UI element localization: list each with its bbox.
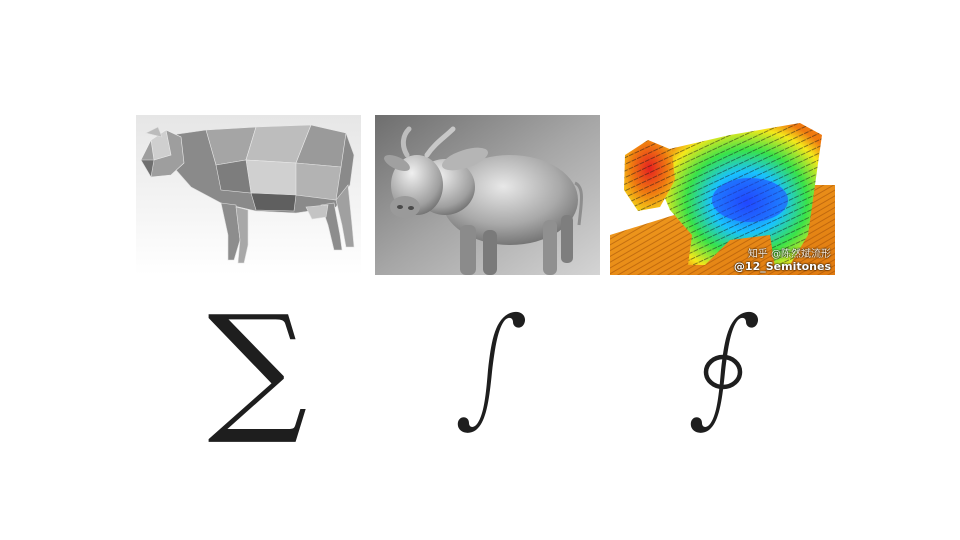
vector-field-cow-image: 知乎 @陈然斌流形 @12_Semitones	[610, 115, 835, 275]
contour-integral-symbol	[683, 302, 763, 442]
semitones-watermark: @12_Semitones	[733, 260, 831, 273]
summation-symbol: ∑	[207, 286, 308, 449]
low-poly-cow-image	[136, 115, 361, 275]
smooth-shaded-cow-image	[375, 115, 600, 275]
integral-symbol	[450, 302, 530, 442]
zhihu-watermark: 知乎 @陈然斌流形	[747, 249, 831, 260]
